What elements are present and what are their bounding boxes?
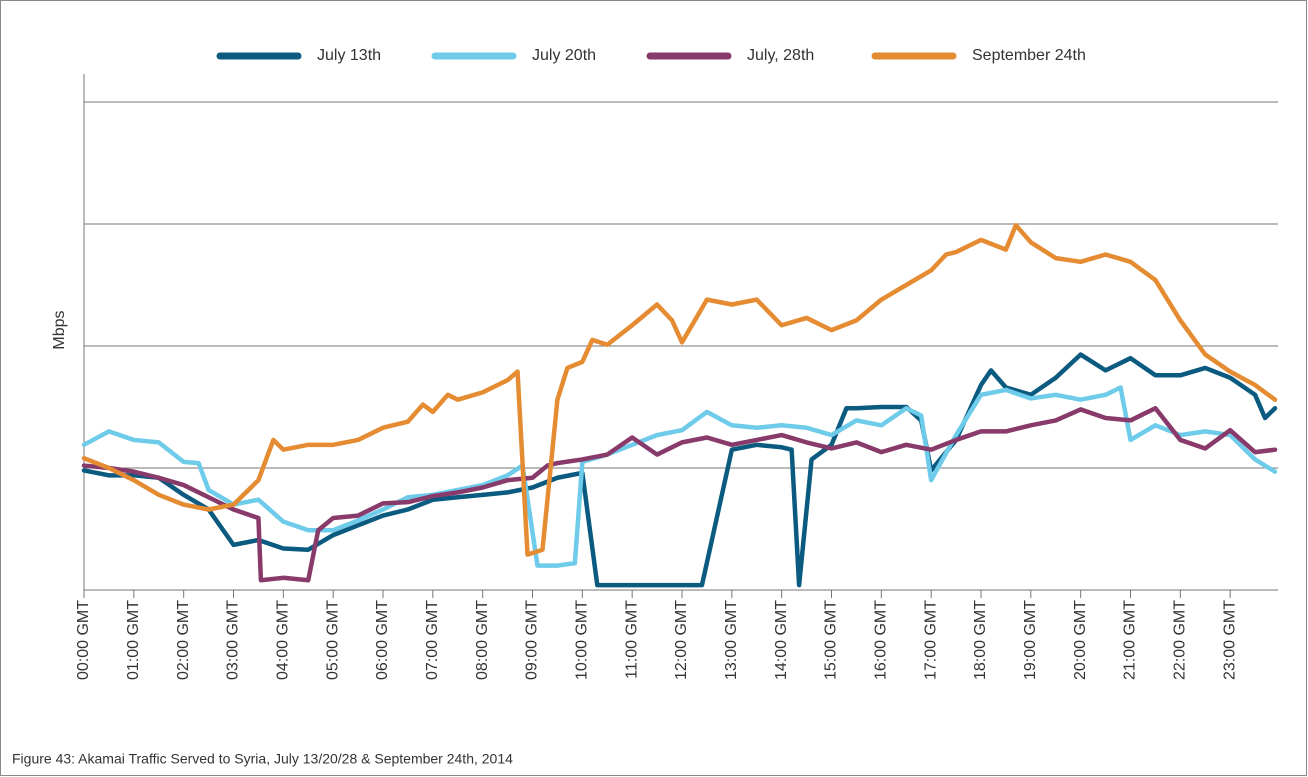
x-tick-label: 20:00 GMT bbox=[1072, 600, 1089, 680]
x-tick-label: 19:00 GMT bbox=[1022, 600, 1039, 680]
y-axis-label: Mbps bbox=[51, 310, 68, 349]
legend-label: September 24th bbox=[972, 47, 1086, 64]
x-tick-label: 13:00 GMT bbox=[723, 600, 740, 680]
x-tick-label: 11:00 GMT bbox=[623, 600, 640, 679]
x-tick-label: 17:00 GMT bbox=[922, 600, 939, 680]
series-line bbox=[81, 352, 1278, 588]
series-line bbox=[81, 405, 1278, 583]
x-tick-label: 04:00 GMT bbox=[275, 600, 292, 680]
caption: Figure 43: Akamai Traffic Served to Syri… bbox=[12, 751, 513, 767]
x-tick-label: 07:00 GMT bbox=[424, 600, 441, 680]
x-tick-label: 14:00 GMT bbox=[773, 600, 790, 680]
x-tick-label: 21:00 GMT bbox=[1122, 600, 1139, 680]
x-tick-label: 05:00 GMT bbox=[324, 600, 341, 680]
x-tick-label: 10:00 GMT bbox=[574, 600, 591, 680]
legend-label: July, 28th bbox=[747, 47, 814, 64]
legend-label: July 20th bbox=[532, 47, 596, 64]
x-tick-label: 02:00 GMT bbox=[175, 600, 192, 680]
x-tick-label: 06:00 GMT bbox=[374, 600, 391, 680]
x-tick-label: 00:00 GMT bbox=[75, 600, 92, 680]
series-line bbox=[81, 385, 1278, 568]
x-tick-label: 16:00 GMT bbox=[873, 600, 890, 680]
series-line bbox=[81, 222, 1278, 557]
x-tick-label: 22:00 GMT bbox=[1172, 600, 1189, 680]
legend-label: July 13th bbox=[317, 47, 381, 64]
x-tick-label: 18:00 GMT bbox=[972, 600, 989, 680]
x-tick-label: 09:00 GMT bbox=[524, 600, 541, 680]
x-tick-label: 12:00 GMT bbox=[673, 600, 690, 680]
x-tick-label: 03:00 GMT bbox=[225, 600, 242, 680]
x-tick-label: 15:00 GMT bbox=[823, 600, 840, 680]
x-tick-label: 08:00 GMT bbox=[474, 600, 491, 680]
x-tick-label: 01:00 GMT bbox=[125, 600, 142, 680]
x-tick-label: 23:00 GMT bbox=[1221, 600, 1238, 680]
